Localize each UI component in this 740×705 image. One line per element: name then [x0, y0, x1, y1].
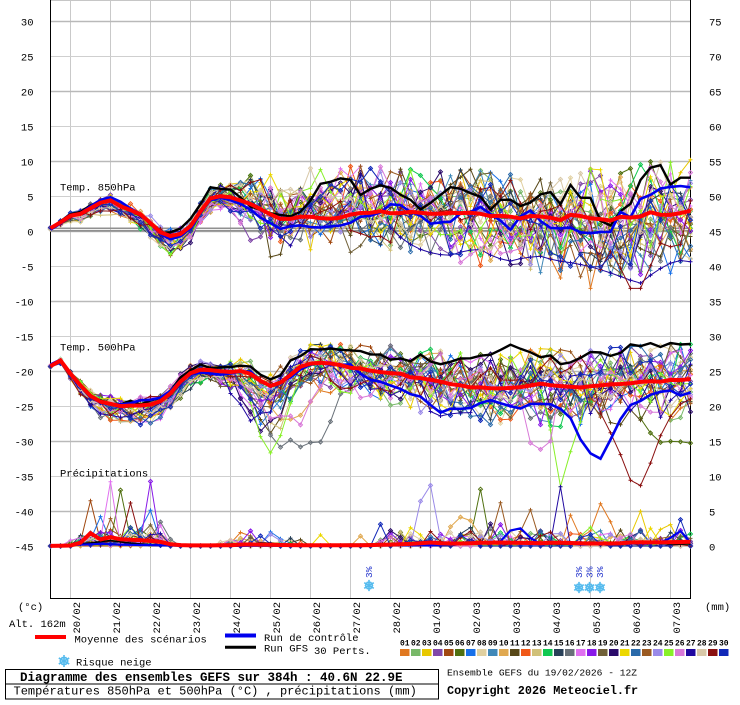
svg-text:04: 04	[433, 640, 443, 649]
svg-text:13: 13	[532, 640, 542, 649]
svg-text:50: 50	[709, 193, 722, 205]
svg-text:0: 0	[27, 228, 33, 240]
svg-text:3%: 3%	[574, 566, 585, 578]
svg-text:5: 5	[709, 508, 715, 520]
svg-text:20: 20	[21, 88, 34, 100]
svg-text:Run de contrôle: Run de contrôle	[264, 633, 359, 645]
svg-text:02/03: 02/03	[472, 602, 484, 634]
svg-text:60: 60	[709, 123, 722, 135]
svg-text:19: 19	[598, 640, 608, 649]
svg-text:21/02: 21/02	[112, 602, 124, 634]
svg-text:24/02: 24/02	[232, 602, 244, 634]
svg-text:25/02: 25/02	[272, 602, 284, 634]
svg-text:18: 18	[587, 640, 597, 649]
svg-text:-35: -35	[15, 473, 34, 485]
svg-text:30: 30	[709, 333, 722, 345]
svg-text:10: 10	[499, 640, 509, 649]
svg-text:45: 45	[709, 228, 722, 240]
svg-text:-45: -45	[15, 543, 34, 555]
svg-text:30: 30	[719, 640, 729, 649]
svg-text:30 Perts.: 30 Perts.	[314, 646, 371, 658]
svg-text:25: 25	[21, 53, 34, 65]
svg-text:27/02: 27/02	[352, 602, 364, 634]
svg-text:26: 26	[675, 640, 685, 649]
svg-text:12: 12	[521, 640, 531, 649]
svg-text:23/02: 23/02	[192, 602, 204, 634]
svg-text:29: 29	[708, 640, 718, 649]
svg-text:17: 17	[576, 640, 586, 649]
svg-text:Copyright 2026 Meteociel.fr: Copyright 2026 Meteociel.fr	[447, 684, 638, 698]
svg-text:-25: -25	[15, 403, 34, 415]
svg-text:01: 01	[400, 640, 410, 649]
svg-text:55: 55	[709, 158, 722, 170]
svg-text:Alt. 162m: Alt. 162m	[9, 619, 66, 631]
svg-text:5: 5	[27, 193, 33, 205]
svg-text:Ensemble GEFS du 19/02/2026 -: Ensemble GEFS du 19/02/2026 - 12Z	[447, 668, 637, 679]
svg-text:02: 02	[411, 640, 421, 649]
svg-text:04/03: 04/03	[552, 602, 564, 634]
svg-text:-40: -40	[15, 508, 34, 520]
svg-text:0: 0	[709, 543, 715, 555]
svg-text:05: 05	[444, 640, 454, 649]
svg-text:70: 70	[709, 53, 722, 65]
svg-text:75: 75	[709, 18, 722, 30]
svg-text:15: 15	[709, 438, 722, 450]
svg-text:10: 10	[21, 158, 34, 170]
svg-text:08: 08	[477, 640, 487, 649]
svg-text:Temp. 500hPa: Temp. 500hPa	[60, 343, 136, 355]
svg-text:-30: -30	[15, 438, 34, 450]
svg-text:Températures 850hPa et 500hPa: Températures 850hPa et 500hPa (°C) , pré…	[14, 685, 417, 699]
svg-text:28: 28	[697, 640, 707, 649]
svg-text:20: 20	[609, 640, 619, 649]
svg-text:03/03: 03/03	[512, 602, 524, 634]
svg-text:(mm): (mm)	[705, 602, 730, 614]
svg-text:3%: 3%	[595, 566, 606, 578]
svg-text:Run GFS: Run GFS	[264, 644, 308, 656]
svg-text:-15: -15	[15, 333, 34, 345]
svg-text:15: 15	[21, 123, 34, 135]
svg-text:26/02: 26/02	[312, 602, 324, 634]
svg-text:-10: -10	[15, 298, 34, 310]
svg-text:23: 23	[642, 640, 652, 649]
svg-text:-20: -20	[15, 368, 34, 380]
svg-text:3%: 3%	[364, 566, 375, 578]
svg-text:3%: 3%	[585, 566, 596, 578]
svg-text:(°c): (°c)	[18, 602, 43, 614]
svg-text:21: 21	[620, 640, 630, 649]
svg-text:20/02: 20/02	[72, 602, 84, 634]
svg-text:Diagramme des ensembles GEFS s: Diagramme des ensembles GEFS sur 384h : …	[20, 671, 403, 685]
svg-text:30: 30	[21, 18, 34, 30]
svg-text:10: 10	[709, 473, 722, 485]
svg-text:05/03: 05/03	[592, 602, 604, 634]
svg-text:07: 07	[466, 640, 476, 649]
svg-text:27: 27	[686, 640, 696, 649]
svg-text:01/03: 01/03	[432, 602, 444, 634]
svg-text:07/03: 07/03	[672, 602, 684, 634]
svg-text:11: 11	[510, 640, 520, 649]
svg-text:28/02: 28/02	[392, 602, 404, 634]
svg-text:65: 65	[709, 88, 722, 100]
svg-text:-5: -5	[21, 263, 34, 275]
svg-text:15: 15	[554, 640, 564, 649]
svg-text:06/03: 06/03	[632, 602, 644, 634]
svg-text:Précipitations: Précipitations	[60, 469, 148, 481]
svg-text:25: 25	[664, 640, 674, 649]
svg-text:Moyenne des scénarios: Moyenne des scénarios	[75, 635, 207, 647]
svg-text:24: 24	[653, 640, 663, 649]
svg-text:35: 35	[709, 298, 722, 310]
svg-text:06: 06	[455, 640, 465, 649]
svg-text:03: 03	[422, 640, 432, 649]
svg-text:20: 20	[709, 403, 722, 415]
svg-text:22: 22	[631, 640, 641, 649]
svg-text:22/02: 22/02	[152, 602, 164, 634]
svg-text:25: 25	[709, 368, 722, 380]
svg-text:Temp. 850hPa: Temp. 850hPa	[60, 183, 136, 195]
svg-text:16: 16	[565, 640, 575, 649]
svg-text:Risque neige: Risque neige	[76, 658, 152, 670]
svg-text:14: 14	[543, 640, 553, 649]
svg-text:09: 09	[488, 640, 498, 649]
svg-text:40: 40	[709, 263, 722, 275]
